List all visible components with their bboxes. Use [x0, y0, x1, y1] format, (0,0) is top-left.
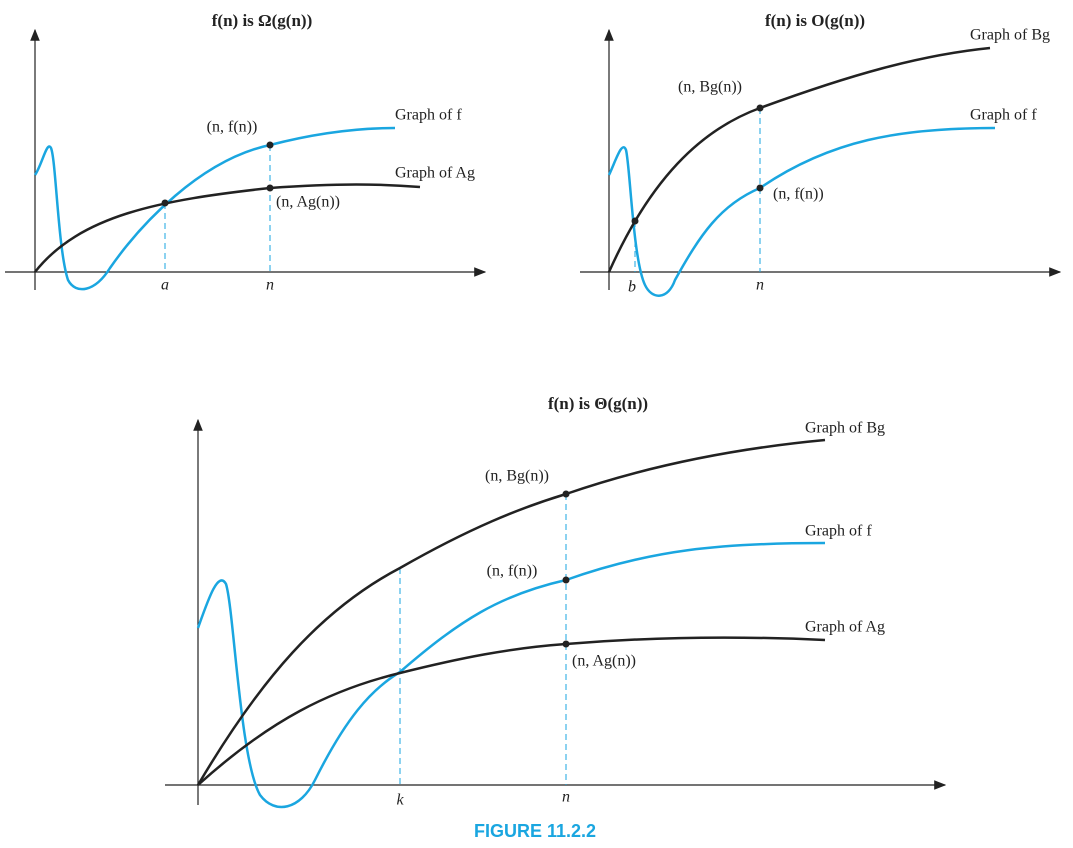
- point-label: (n, f(n)): [487, 563, 538, 580]
- axis-label: n: [562, 789, 570, 806]
- panel-title: f(n) is Ω(g(n)): [212, 11, 313, 30]
- curve-f: [33, 126, 396, 291]
- point-label: (n, Bg(n)): [485, 468, 549, 485]
- point-label: (n, Bg(n)): [678, 79, 742, 96]
- point: [161, 199, 169, 207]
- point: [756, 184, 764, 192]
- point-label: (n, Ag(n)): [572, 653, 636, 670]
- point: [756, 104, 764, 112]
- axis-label: a: [161, 277, 169, 294]
- point-label: (n, f(n)): [773, 186, 824, 203]
- curve-ag: [197, 636, 826, 786]
- point: [562, 490, 570, 498]
- curve-ag: [34, 183, 421, 273]
- panel-o: f(n) is O(g(n)) Graph of Bg Graph of f (…: [580, 11, 1062, 297]
- curve-f: [607, 126, 996, 297]
- figure-caption: FIGURE 11.2.2: [474, 821, 596, 841]
- panel-title: f(n) is O(g(n)): [765, 11, 865, 30]
- point: [562, 576, 570, 584]
- axis-label: n: [266, 277, 274, 294]
- curve-bg: [607, 46, 991, 273]
- axis-label: b: [628, 279, 636, 296]
- curve-label: Graph of Ag: [395, 165, 475, 182]
- point-label: (n, f(n)): [207, 119, 258, 136]
- axis-label: n: [756, 277, 764, 294]
- point: [631, 217, 639, 225]
- curve-label: Graph of f: [970, 107, 1037, 124]
- curve-label: Graph of f: [805, 523, 872, 540]
- curve-bg: [196, 438, 826, 786]
- panel-omega: f(n) is Ω(g(n)) Graph of f Graph of Ag (…: [5, 11, 487, 294]
- point: [266, 184, 274, 192]
- point: [266, 141, 274, 149]
- curve-label: Graph of f: [395, 107, 462, 124]
- axis-label: k: [396, 792, 404, 809]
- curve-label: Graph of Ag: [805, 619, 885, 636]
- panel-theta: f(n) is Θ(g(n)) Graph of Bg Graph of f G…: [165, 394, 947, 809]
- curve-label: Graph of Bg: [970, 27, 1050, 44]
- point: [562, 640, 570, 648]
- point-label: (n, Ag(n)): [276, 194, 340, 211]
- curve-f: [196, 541, 826, 809]
- panel-title: f(n) is Θ(g(n)): [548, 394, 648, 413]
- curve-label: Graph of Bg: [805, 420, 885, 437]
